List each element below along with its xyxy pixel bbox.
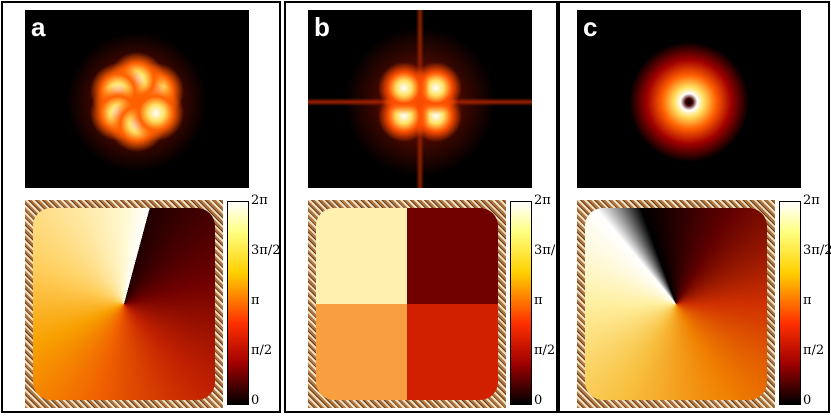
colorbar-tick-label: 0 — [251, 393, 260, 408]
phase-pattern — [33, 208, 215, 400]
colorbar-tick-label: 2π — [251, 193, 268, 208]
phase-map — [308, 200, 506, 408]
colorbar-tick-label: π — [803, 293, 812, 308]
colorbar — [227, 201, 249, 405]
colorbar-tick-label: 2π — [803, 193, 820, 208]
panel-label: c — [583, 12, 598, 42]
panel: c 2π 3π/2 π π/2 0 — [558, 1, 831, 413]
colorbar — [779, 201, 801, 405]
colorbar-tick-label: π/2 — [534, 343, 556, 358]
intensity-image: b — [308, 10, 532, 188]
colorbar — [510, 201, 532, 405]
phase-pattern — [585, 208, 767, 400]
colorbar-tick-label: 3π/2 — [803, 243, 831, 258]
panel: b 2π 3π/2 π π/2 0 — [284, 1, 563, 413]
colorbar-tick-label: 0 — [534, 393, 543, 408]
intensity-image: a — [25, 10, 249, 188]
colorbar-tick-label: π/2 — [251, 343, 273, 358]
colorbar-tick-label: 3π/2 — [534, 243, 564, 258]
panel-label: b — [314, 12, 330, 42]
phase-pattern — [316, 208, 498, 400]
phase-map — [25, 200, 223, 408]
colorbar-tick-label: π/2 — [803, 343, 825, 358]
colorbar-tick-label: π — [534, 293, 543, 308]
colorbar-tick-label: 3π/2 — [251, 243, 281, 258]
panel-label: a — [31, 12, 46, 42]
phase-map — [577, 200, 775, 408]
intensity-image: c — [577, 10, 801, 188]
colorbar-tick-label: 2π — [534, 193, 551, 208]
colorbar-tick-label: 0 — [803, 393, 812, 408]
colorbar-tick-label: π — [251, 293, 260, 308]
panel: a 2π 3π/2 π π/2 0 — [1, 1, 281, 413]
